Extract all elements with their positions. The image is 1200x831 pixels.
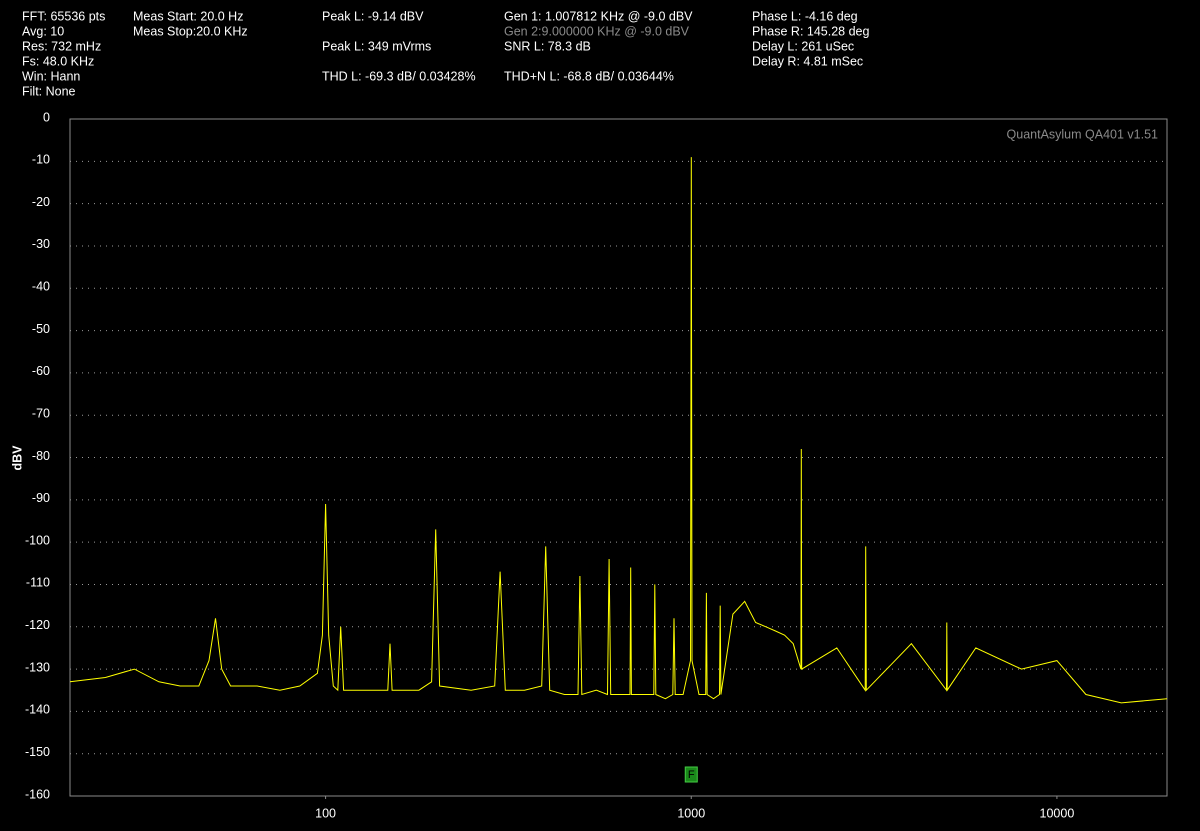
- readout: Win: Hann: [22, 69, 80, 83]
- readout: THD+N L: -68.8 dB/ 0.03644%: [504, 69, 674, 83]
- y-axis-label: dBV: [10, 445, 24, 471]
- readout: FFT: 65536 pts: [22, 9, 105, 23]
- x-tick-label: 100: [315, 806, 336, 820]
- y-tick-label: -90: [32, 491, 50, 505]
- x-tick-label: 10000: [1040, 806, 1075, 820]
- y-tick-label: -60: [32, 364, 50, 378]
- y-tick-label: -120: [25, 618, 50, 632]
- readout: Avg: 10: [22, 24, 64, 38]
- x-tick-label: 1000: [677, 806, 705, 820]
- readout: THD L: -69.3 dB/ 0.03428%: [322, 69, 476, 83]
- y-tick-label: -70: [32, 406, 50, 420]
- readout: Filt: None: [22, 84, 76, 98]
- y-tick-label: -150: [25, 745, 50, 759]
- readout: Phase R: 145.28 deg: [752, 24, 869, 38]
- y-tick-label: -40: [32, 280, 50, 294]
- readout: Peak L: 349 mVrms: [322, 39, 431, 53]
- readout: Res: 732 mHz: [22, 39, 101, 53]
- y-tick-label: -130: [25, 660, 50, 674]
- y-tick-label: -20: [32, 195, 50, 209]
- readout: Delay L: 261 uSec: [752, 39, 854, 53]
- y-tick-label: 0: [43, 110, 50, 124]
- y-tick-label: -160: [25, 787, 50, 801]
- y-tick-label: -100: [25, 533, 50, 547]
- y-tick-label: -110: [26, 576, 50, 590]
- readout: Meas Stop:20.0 KHz: [133, 24, 248, 38]
- frequency-marker: [684, 766, 698, 783]
- readout: Gen 1: 1.007812 KHz @ -9.0 dBV: [504, 9, 693, 23]
- readout: SNR L: 78.3 dB: [504, 39, 591, 53]
- watermark: QuantAsylum QA401 v1.51: [1007, 127, 1159, 141]
- y-tick-label: -10: [32, 153, 50, 167]
- y-tick-label: -140: [25, 703, 50, 717]
- y-tick-label: -80: [32, 449, 50, 463]
- spectrum-line: [69, 157, 1168, 704]
- y-tick-label: -30: [32, 237, 50, 251]
- readout: Gen 2:9.000000 KHz @ -9.0 dBV: [504, 24, 690, 38]
- readout: Delay R: 4.81 mSec: [752, 54, 863, 68]
- y-tick-label: -50: [32, 322, 50, 336]
- marker-label: F: [688, 769, 695, 781]
- readout: Fs: 48.0 KHz: [22, 54, 94, 68]
- readout: Peak L: -9.14 dBV: [322, 9, 424, 23]
- readout: Phase L: -4.16 deg: [752, 9, 858, 23]
- readout: Meas Start: 20.0 Hz: [133, 9, 243, 23]
